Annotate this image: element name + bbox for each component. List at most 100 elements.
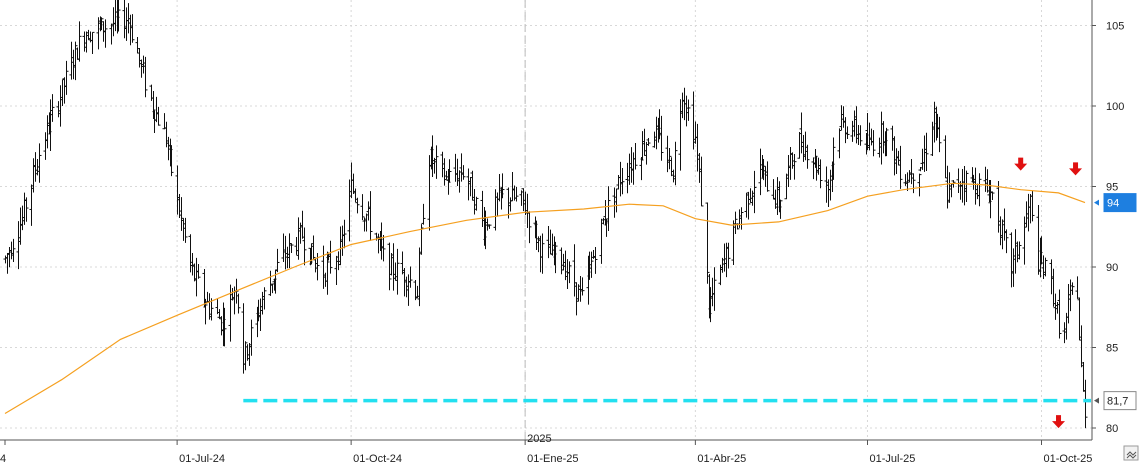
ohlc-bar [470, 170, 475, 201]
ohlc-bar [801, 134, 806, 162]
ohlc-bar [606, 186, 611, 232]
ohlc-bar [126, 3, 131, 34]
ohlc-bar [627, 153, 632, 185]
ohlc-bar [194, 257, 199, 297]
ohlc-bar [43, 132, 48, 160]
ohlc-bar [726, 242, 731, 269]
ohlc-bar [1030, 190, 1035, 222]
ohlc-bar [752, 170, 757, 214]
ohlc-bar [614, 188, 619, 213]
ohlc-bar [164, 121, 169, 148]
ohlc-bar [686, 99, 691, 121]
ohlc-bar [287, 233, 292, 268]
ohlc-bar [620, 168, 625, 195]
ohlc-bar [328, 240, 333, 274]
ohlc-bar [778, 199, 783, 219]
ohlc-bar [665, 135, 670, 173]
ohlc-bar [196, 263, 201, 279]
ohlc-bar [406, 274, 411, 306]
ohlc-bar [712, 267, 717, 311]
ohlc-bar [116, 0, 121, 32]
ohlc-bar [805, 144, 810, 169]
ohlc-bar [720, 257, 725, 273]
ohlc-bar [881, 121, 886, 154]
ohlc-bar [996, 181, 1001, 233]
ohlc-bar [109, 23, 114, 45]
ohlc-bar [179, 197, 184, 231]
ohlc-bar [546, 226, 551, 259]
ohlc-bar [924, 132, 929, 171]
ohlc-bar [618, 161, 623, 197]
ohlc-bar [31, 158, 36, 193]
ohlc-bar [124, 7, 129, 41]
ohlc-bar [113, 0, 118, 32]
ohlc-bar [366, 201, 371, 221]
ohlc-bar [466, 168, 471, 201]
ohlc-bar [453, 153, 458, 182]
ohlc-bar [355, 197, 360, 214]
ohlc-bar [181, 218, 186, 241]
ohlc-bar [128, 14, 133, 46]
ohlc-bar [391, 243, 396, 291]
ohlc-bar [693, 121, 698, 144]
ohlc-bar [90, 31, 95, 55]
ohlc-bar [474, 196, 479, 211]
ohlc-bar [956, 168, 961, 194]
ohlc-bar [77, 21, 82, 62]
ohlc-bar [553, 241, 558, 274]
ohlc-bar [673, 141, 678, 186]
ohlc-bar [408, 266, 413, 288]
ohlc-bar [249, 319, 254, 356]
ohlc-bar [73, 41, 78, 81]
ohlc-bar [1079, 325, 1084, 368]
ohlc-bar [442, 158, 447, 186]
ohlc-bar [850, 120, 855, 142]
ohlc-bar [593, 246, 598, 274]
ohlc-bar [684, 95, 689, 127]
y-axis-panel [1092, 0, 1148, 440]
ohlc-bar [236, 293, 241, 314]
ohlc-bar [151, 91, 156, 120]
ohlc-bar [495, 192, 500, 217]
ohlc-bar [639, 157, 644, 181]
ohlc-bar [260, 291, 265, 315]
ohlc-bar [947, 172, 952, 203]
ohlc-bar [500, 173, 505, 199]
ohlc-bar [765, 161, 770, 192]
ohlc-bar [169, 145, 174, 177]
ohlc-bar [1041, 255, 1046, 279]
price-bars [3, 0, 1088, 429]
chart-options-icon[interactable] [1123, 445, 1139, 461]
ohlc-bar [911, 173, 916, 194]
ohlc-bar [964, 170, 969, 202]
ohlc-bar [99, 17, 104, 31]
ohlc-bar [949, 183, 954, 198]
ohlc-bar [644, 141, 649, 165]
ohlc-bar [400, 251, 405, 275]
ohlc-bar [175, 165, 180, 215]
ohlc-bar [1015, 241, 1020, 263]
ohlc-bar [143, 56, 148, 98]
ohlc-bar [903, 174, 908, 186]
price-tag-label: 81,7 [1107, 396, 1128, 408]
y-tick-label: 90 [1106, 262, 1118, 274]
ohlc-bar [1009, 232, 1014, 288]
ohlc-bar [896, 150, 901, 166]
ohlc-bar [215, 298, 220, 315]
ohlc-bar [389, 253, 394, 276]
ohlc-bar [646, 138, 651, 146]
ohlc-bar [837, 128, 842, 159]
ohlc-bar [739, 207, 744, 230]
ohlc-bar [697, 152, 702, 183]
ohlc-bar [790, 152, 795, 169]
price-tag-label: 94 [1107, 198, 1119, 210]
ohlc-bar [758, 148, 763, 196]
ohlc-bar [368, 191, 373, 241]
ohlc-bar [667, 147, 672, 170]
down-arrow-icon [1069, 162, 1083, 176]
ohlc-bar [869, 128, 874, 146]
ohlc-bar [11, 238, 16, 263]
ohlc-bar [209, 298, 214, 321]
ohlc-bar [5, 252, 10, 274]
